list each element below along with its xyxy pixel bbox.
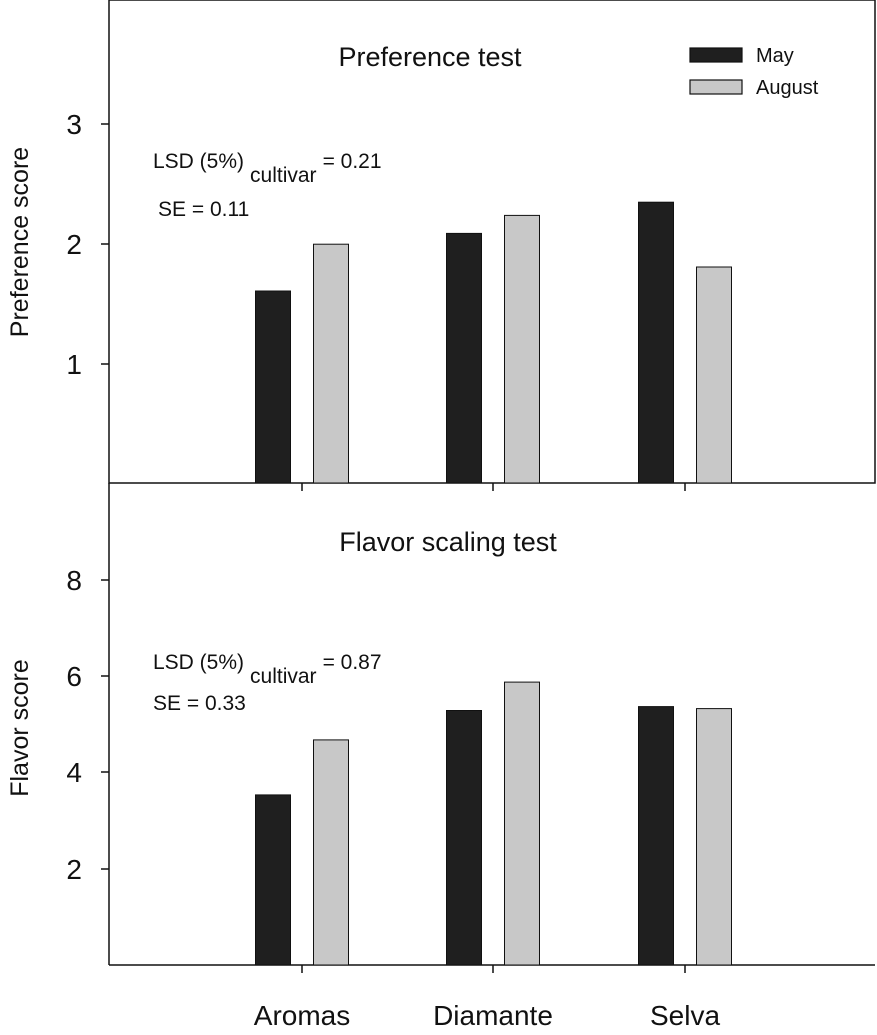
- panel-title: Preference test: [338, 42, 522, 72]
- bar-august-selva: [696, 266, 732, 484]
- y-axis-label: Flavor score: [6, 659, 34, 797]
- bar-august-diamante: [504, 681, 540, 966]
- panel-flavor: Flavor scaling test LSD (5%) cultivar = 0.…: [6, 483, 875, 973]
- lsd-annotation: LSD (5%) cultivar = 0.87: [153, 651, 382, 688]
- y-tick-label: 2: [66, 854, 82, 885]
- bars-flavor: [255, 681, 732, 966]
- bar-august-selva: [696, 708, 732, 966]
- legend-label-may: May: [756, 45, 794, 67]
- y-tick-label: 8: [66, 565, 82, 596]
- bar-may-aromas: [255, 290, 291, 484]
- x-tick-label-selva: Selva: [650, 1000, 720, 1031]
- lsd-value: = 0.21: [323, 150, 382, 173]
- bar-august-aromas: [313, 739, 349, 966]
- x-axis-ticks: [301, 483, 686, 491]
- lsd-subscript: cultivar: [250, 164, 317, 187]
- y-axis-ticks: 2 4 6 8: [66, 565, 109, 885]
- bars-preference: [255, 201, 732, 484]
- lsd-prefix: LSD (5%): [153, 651, 244, 674]
- bar-august-aromas: [313, 243, 349, 484]
- y-axis-label: Preference score: [6, 147, 34, 337]
- bar-may-diamante: [446, 232, 482, 484]
- legend-swatch-august: [689, 79, 743, 95]
- y-axis-ticks: 1 2 3: [66, 109, 109, 380]
- x-tick-labels: Aromas Diamante Selva: [254, 1000, 721, 1031]
- se-annotation: SE = 0.33: [153, 692, 246, 715]
- plot-frame: [108, 0, 876, 484]
- lsd-annotation: LSD (5%) cultivar = 0.21: [153, 150, 382, 187]
- bar-august-diamante: [504, 214, 540, 484]
- panel-preference: Preference test May August LSD (5%) culti…: [6, 0, 876, 491]
- bar-may-diamante: [446, 710, 482, 966]
- se-annotation: SE = 0.11: [158, 198, 249, 221]
- y-tick-label: 4: [66, 757, 82, 788]
- bar-may-selva: [638, 201, 674, 484]
- lsd-value: = 0.87: [323, 651, 382, 674]
- y-tick-label: 6: [66, 661, 82, 692]
- lsd-prefix: LSD (5%): [153, 150, 244, 173]
- y-tick-label: 1: [66, 349, 82, 380]
- legend-swatch-may: [689, 47, 743, 63]
- x-tick-label-diamante: Diamante: [433, 1000, 553, 1031]
- x-tick-label-aromas: Aromas: [254, 1000, 350, 1031]
- legend: May August: [689, 45, 819, 99]
- bar-may-selva: [638, 706, 674, 966]
- y-tick-label: 2: [66, 229, 82, 260]
- y-tick-label: 3: [66, 109, 82, 140]
- panel-title: Flavor scaling test: [339, 527, 557, 557]
- x-axis-ticks: [301, 965, 686, 973]
- legend-label-august: August: [756, 77, 819, 99]
- lsd-subscript: cultivar: [250, 665, 317, 688]
- bar-may-aromas: [255, 794, 291, 966]
